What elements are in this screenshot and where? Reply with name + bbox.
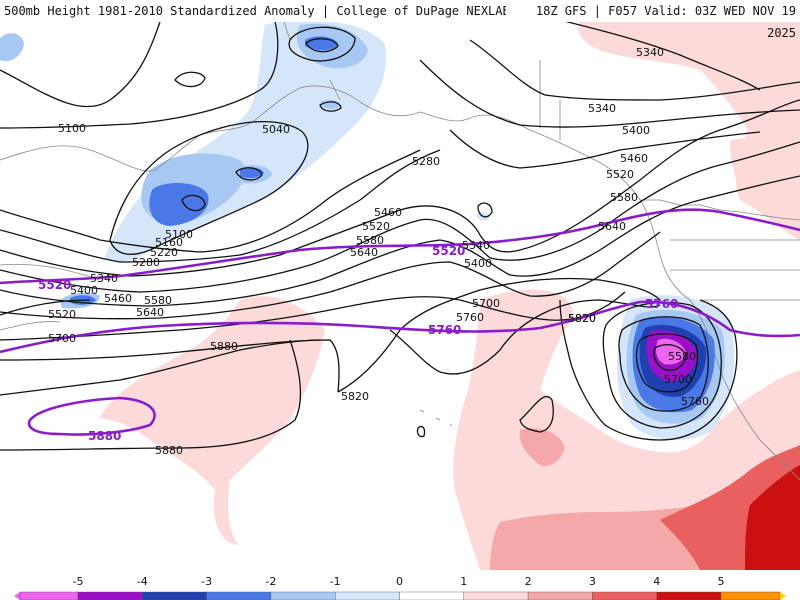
colorbar-swatch xyxy=(780,592,786,600)
colorbar-tick-label: 4 xyxy=(653,575,660,588)
contour-label: 5400 xyxy=(464,257,492,270)
anomaly-label: 5760 xyxy=(645,297,678,311)
contour-label: 5460 xyxy=(104,292,132,305)
colorbar-tick-label: 1 xyxy=(460,575,467,588)
contour-label: 5340 xyxy=(588,102,616,115)
anomaly-label: 5520 xyxy=(38,278,71,292)
colorbar: -5 -4 -3 -2 -1 0 1 2 3 4 5 xyxy=(0,572,800,600)
contour-label: 5640 xyxy=(598,220,626,233)
contour-label: 5580 xyxy=(668,350,696,363)
contour-label: 5820 xyxy=(341,390,369,403)
purple-contours xyxy=(0,208,800,436)
contour-label: 5520 xyxy=(48,308,76,321)
contour-label: 5700 xyxy=(48,332,76,345)
colorbar-swatch xyxy=(19,591,79,600)
positive-anomaly-shading xyxy=(100,22,800,570)
colorbar-tick-label: -3 xyxy=(201,575,212,588)
contour-label: 5880 xyxy=(210,340,238,353)
anomaly-label: 5880 xyxy=(88,429,121,443)
colorbar-tick-label: -1 xyxy=(330,575,341,588)
colorbar-tick-label: 5 xyxy=(718,575,725,588)
contour-labels: 5100 5040 5100 5160 5220 5280 5340 5400 … xyxy=(48,46,709,457)
colorbar-swatch xyxy=(592,591,657,600)
colorbar-tick-label: 0 xyxy=(396,575,403,588)
contour-label: 5640 xyxy=(350,246,378,259)
contour-label: 5100 xyxy=(165,228,193,241)
run-info: 18Z GFS | F057 Valid: 03Z WED NOV 19 202… xyxy=(506,0,800,40)
contour-label: 5400 xyxy=(622,124,650,137)
coastlines xyxy=(0,9,800,481)
colorbar-tick-label: -2 xyxy=(265,575,276,588)
colorbar-swatch xyxy=(14,592,20,600)
contour-label: 5280 xyxy=(132,256,160,269)
negative-anomaly-shading xyxy=(0,20,735,441)
colorbar-swatch xyxy=(206,591,272,600)
colorbar-swatch xyxy=(270,591,336,600)
map-title: 500mb Height 1981-2010 Standardized Anom… xyxy=(0,0,524,22)
contour-label: 5880 xyxy=(155,444,183,457)
contour-label: 5580 xyxy=(356,234,384,247)
contour-label: 5400 xyxy=(70,284,98,297)
contour-label: 5580 xyxy=(144,294,172,307)
contour-label: 5700 xyxy=(472,297,500,310)
anomaly-label: 5760 xyxy=(428,323,461,337)
colorbar-tick-label: -4 xyxy=(137,575,148,588)
contour-label: 5340 xyxy=(90,272,118,285)
anomaly-label: 5520 xyxy=(432,244,465,258)
colorbar-swatch xyxy=(77,591,143,600)
colorbar-swatch xyxy=(399,591,465,600)
contour-label: 5520 xyxy=(606,168,634,181)
colorbar-swatch xyxy=(463,591,529,600)
contour-label: 5340 xyxy=(636,46,664,59)
contour-label: 5580 xyxy=(610,191,638,204)
contour-label: 5520 xyxy=(362,220,390,233)
contour-label: 5760 xyxy=(681,395,709,408)
colorbar-swatch xyxy=(656,591,722,600)
contour-label: 5340 xyxy=(462,239,490,252)
contour-label: 5280 xyxy=(412,155,440,168)
contour-label: 5220 xyxy=(150,246,178,259)
contour-label: 5820 xyxy=(568,312,596,325)
contour-label: 5160 xyxy=(155,236,183,249)
height-contours xyxy=(0,19,800,451)
colorbar-swatch xyxy=(720,591,781,600)
contour-label: 5640 xyxy=(136,306,164,319)
colorbar-swatch xyxy=(527,591,593,600)
contour-label: 5460 xyxy=(374,206,402,219)
contour-label: 5040 xyxy=(262,123,290,136)
colorbar-tick-label: 3 xyxy=(589,575,596,588)
contour-label: 5820 xyxy=(568,312,596,325)
colorbar-tick-label: -5 xyxy=(73,575,84,588)
colorbar-swatch xyxy=(335,591,400,600)
anomaly-labels: 5520 5760 5520 5760 5880 xyxy=(38,244,678,443)
contour-label: 5460 xyxy=(620,152,648,165)
contour-label: 5700 xyxy=(664,373,692,386)
colorbar-tick-label: 2 xyxy=(525,575,532,588)
contour-label: 5100 xyxy=(58,122,86,135)
colorbar-swatch xyxy=(142,591,207,600)
contour-label: 5760 xyxy=(456,311,484,324)
